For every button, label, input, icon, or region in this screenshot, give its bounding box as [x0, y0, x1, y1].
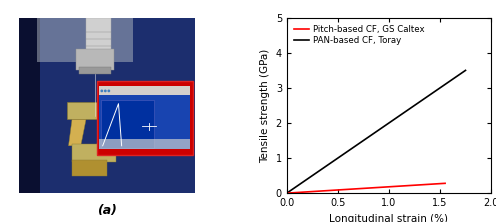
Bar: [72, 144, 116, 162]
Bar: [86, 18, 111, 53]
Bar: [72, 160, 107, 176]
Text: (a): (a): [97, 204, 117, 217]
Bar: [79, 67, 111, 74]
Polygon shape: [97, 119, 116, 146]
Polygon shape: [68, 119, 86, 146]
Polygon shape: [67, 102, 121, 119]
Bar: [97, 81, 193, 155]
Y-axis label: Tensile strength (GPa): Tensile strength (GPa): [260, 48, 270, 163]
Bar: [75, 49, 114, 70]
Bar: [19, 18, 41, 193]
Bar: [101, 100, 154, 148]
Circle shape: [108, 89, 110, 92]
Bar: [99, 86, 190, 95]
Legend: Pitch-based CF, GS Caltex, PAN-based CF, Toray: Pitch-based CF, GS Caltex, PAN-based CF,…: [291, 22, 428, 47]
Bar: [99, 95, 190, 149]
Circle shape: [104, 89, 107, 92]
X-axis label: Longitudinal strain (%): Longitudinal strain (%): [329, 214, 448, 222]
Bar: [99, 139, 190, 149]
Bar: [37, 18, 133, 61]
Circle shape: [100, 89, 103, 92]
